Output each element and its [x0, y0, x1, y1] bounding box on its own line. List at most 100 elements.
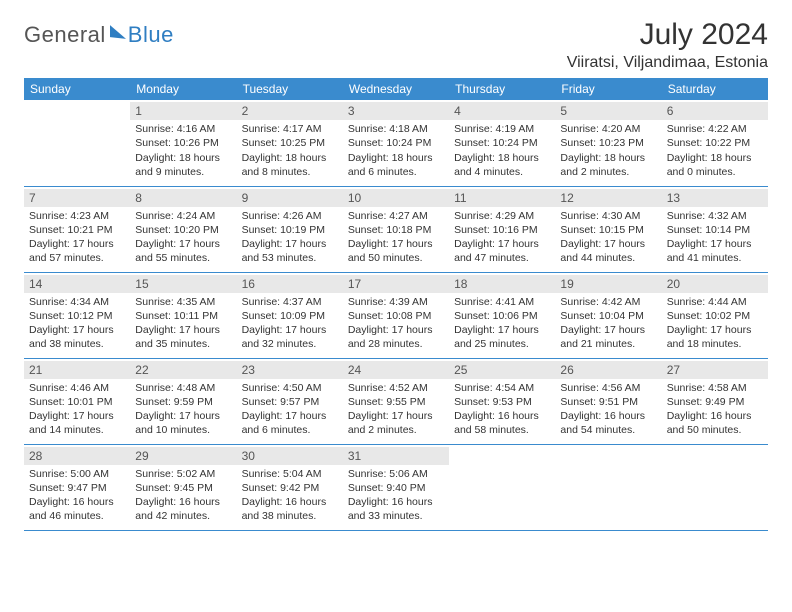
sunset-line: Sunset: 10:24 PM: [348, 136, 444, 150]
calendar-day-cell: 31Sunrise: 5:06 AMSunset: 9:40 PMDayligh…: [343, 444, 449, 530]
calendar-day-cell: 3Sunrise: 4:18 AMSunset: 10:24 PMDayligh…: [343, 100, 449, 186]
calendar-week-row: 14Sunrise: 4:34 AMSunset: 10:12 PMDaylig…: [24, 272, 768, 358]
day-number: 29: [130, 447, 236, 465]
sunrise-line: Sunrise: 4:29 AM: [454, 209, 550, 223]
sunrise-line: Sunrise: 4:41 AM: [454, 295, 550, 309]
day-number: 9: [237, 189, 343, 207]
daylight-line: Daylight: 17 hours and 10 minutes.: [135, 409, 231, 437]
calendar-day-cell: 12 Sunrise: 4:30 AMSunset: 10:15 PMDaylig…: [555, 186, 661, 272]
calendar-day-cell: 30Sunrise: 5:04 AMSunset: 9:42 PMDayligh…: [237, 444, 343, 530]
daylight-line: Daylight: 18 hours and 2 minutes.: [560, 151, 656, 179]
sunset-line: Sunset: 10:11 PM: [135, 309, 231, 323]
daylight-line: Daylight: 17 hours and 47 minutes.: [454, 237, 550, 265]
calendar-day-cell: [555, 444, 661, 530]
daylight-line: Daylight: 18 hours and 4 minutes.: [454, 151, 550, 179]
calendar-day-cell: 6Sunrise: 4:22 AMSunset: 10:22 PMDayligh…: [662, 100, 768, 186]
calendar-day-cell: 25Sunrise: 4:54 AMSunset: 9:53 PMDayligh…: [449, 358, 555, 444]
calendar-day-cell: 1Sunrise: 4:16 AMSunset: 10:26 PMDayligh…: [130, 100, 236, 186]
weekday-header: Monday: [130, 78, 236, 100]
day-number: 19: [555, 275, 661, 293]
sunset-line: Sunset: 9:49 PM: [667, 395, 763, 409]
sunrise-line: Sunrise: 4:27 AM: [348, 209, 444, 223]
sunrise-line: Sunrise: 4:22 AM: [667, 122, 763, 136]
brand-part1: General: [24, 22, 106, 48]
sunrise-line: Sunrise: 4:19 AM: [454, 122, 550, 136]
day-number: 11: [449, 189, 555, 207]
sunrise-line: Sunrise: 4:30 AM: [560, 209, 656, 223]
sunset-line: Sunset: 10:23 PM: [560, 136, 656, 150]
calendar-day-cell: [449, 444, 555, 530]
sunrise-line: Sunrise: 4:42 AM: [560, 295, 656, 309]
page-header: General Blue July 2024 Viiratsi, Viljand…: [24, 18, 768, 72]
sunrise-line: Sunrise: 4:58 AM: [667, 381, 763, 395]
daylight-line: Daylight: 17 hours and 35 minutes.: [135, 323, 231, 351]
sunrise-line: Sunrise: 4:35 AM: [135, 295, 231, 309]
calendar-day-cell: 23Sunrise: 4:50 AMSunset: 9:57 PMDayligh…: [237, 358, 343, 444]
day-number: 18: [449, 275, 555, 293]
sunrise-line: Sunrise: 5:02 AM: [135, 467, 231, 481]
day-number: 21: [24, 361, 130, 379]
day-number: 17: [343, 275, 449, 293]
daylight-line: Daylight: 17 hours and 18 minutes.: [667, 323, 763, 351]
sunrise-line: Sunrise: 5:04 AM: [242, 467, 338, 481]
calendar-day-cell: 26Sunrise: 4:56 AMSunset: 9:51 PMDayligh…: [555, 358, 661, 444]
sunrise-line: Sunrise: 4:46 AM: [29, 381, 125, 395]
day-number: 28: [24, 447, 130, 465]
sunset-line: Sunset: 10:01 PM: [29, 395, 125, 409]
day-number: 1: [130, 102, 236, 120]
calendar-day-cell: 29Sunrise: 5:02 AMSunset: 9:45 PMDayligh…: [130, 444, 236, 530]
sunrise-line: Sunrise: 4:52 AM: [348, 381, 444, 395]
calendar-day-cell: 16Sunrise: 4:37 AMSunset: 10:09 PMDaylig…: [237, 272, 343, 358]
calendar-page: General Blue July 2024 Viiratsi, Viljand…: [0, 0, 792, 531]
sunset-line: Sunset: 10:14 PM: [667, 223, 763, 237]
calendar-day-cell: 9Sunrise: 4:26 AMSunset: 10:19 PMDayligh…: [237, 186, 343, 272]
title-block: July 2024 Viiratsi, Viljandimaa, Estonia: [567, 18, 768, 72]
calendar-day-cell: 10Sunrise: 4:27 AMSunset: 10:18 PMDaylig…: [343, 186, 449, 272]
sunrise-line: Sunrise: 4:56 AM: [560, 381, 656, 395]
calendar-header-row: SundayMondayTuesdayWednesdayThursdayFrid…: [24, 78, 768, 100]
month-title: July 2024: [567, 18, 768, 52]
sunrise-line: Sunrise: 4:37 AM: [242, 295, 338, 309]
day-number: 15: [130, 275, 236, 293]
calendar-day-cell: 27Sunrise: 4:58 AMSunset: 9:49 PMDayligh…: [662, 358, 768, 444]
calendar-table: SundayMondayTuesdayWednesdayThursdayFrid…: [24, 78, 768, 531]
daylight-line: Daylight: 18 hours and 6 minutes.: [348, 151, 444, 179]
sunrise-line: Sunrise: 4:44 AM: [667, 295, 763, 309]
daylight-line: Daylight: 17 hours and 55 minutes.: [135, 237, 231, 265]
sunrise-line: Sunrise: 4:24 AM: [135, 209, 231, 223]
day-number: 5: [555, 102, 661, 120]
daylight-line: Daylight: 16 hours and 50 minutes.: [667, 409, 763, 437]
calendar-day-cell: 7Sunrise: 4:23 AMSunset: 10:21 PMDayligh…: [24, 186, 130, 272]
calendar-day-cell: 14Sunrise: 4:34 AMSunset: 10:12 PMDaylig…: [24, 272, 130, 358]
day-number: 2: [237, 102, 343, 120]
sunrise-line: Sunrise: 4:26 AM: [242, 209, 338, 223]
calendar-day-cell: 5 Sunrise: 4:20 AMSunset: 10:23 PMDayligh…: [555, 100, 661, 186]
sunrise-line: Sunrise: 4:20 AM: [560, 122, 656, 136]
sunset-line: Sunset: 10:22 PM: [667, 136, 763, 150]
sunrise-line: Sunrise: 4:18 AM: [348, 122, 444, 136]
sunset-line: Sunset: 10:25 PM: [242, 136, 338, 150]
calendar-week-row: 28Sunrise: 5:00 AMSunset: 9:47 PMDayligh…: [24, 444, 768, 530]
daylight-line: Daylight: 17 hours and 57 minutes.: [29, 237, 125, 265]
daylight-line: Daylight: 18 hours and 0 minutes.: [667, 151, 763, 179]
daylight-line: Daylight: 17 hours and 2 minutes.: [348, 409, 444, 437]
daylight-line: Daylight: 17 hours and 14 minutes.: [29, 409, 125, 437]
day-number: 12: [555, 189, 661, 207]
daylight-line: Daylight: 18 hours and 9 minutes.: [135, 151, 231, 179]
daylight-line: Daylight: 17 hours and 44 minutes.: [560, 237, 656, 265]
sunset-line: Sunset: 10:19 PM: [242, 223, 338, 237]
sunset-line: Sunset: 9:40 PM: [348, 481, 444, 495]
calendar-day-cell: 18Sunrise: 4:41 AMSunset: 10:06 PMDaylig…: [449, 272, 555, 358]
calendar-day-cell: 28Sunrise: 5:00 AMSunset: 9:47 PMDayligh…: [24, 444, 130, 530]
calendar-day-cell: [662, 444, 768, 530]
sunset-line: Sunset: 10:15 PM: [560, 223, 656, 237]
sunset-line: Sunset: 9:57 PM: [242, 395, 338, 409]
daylight-line: Daylight: 16 hours and 38 minutes.: [242, 495, 338, 523]
calendar-day-cell: [24, 100, 130, 186]
calendar-day-cell: 24Sunrise: 4:52 AMSunset: 9:55 PMDayligh…: [343, 358, 449, 444]
sunset-line: Sunset: 10:02 PM: [667, 309, 763, 323]
weekday-header: Saturday: [662, 78, 768, 100]
day-number: 25: [449, 361, 555, 379]
calendar-day-cell: 11Sunrise: 4:29 AMSunset: 10:16 PMDaylig…: [449, 186, 555, 272]
calendar-day-cell: 17Sunrise: 4:39 AMSunset: 10:08 PMDaylig…: [343, 272, 449, 358]
